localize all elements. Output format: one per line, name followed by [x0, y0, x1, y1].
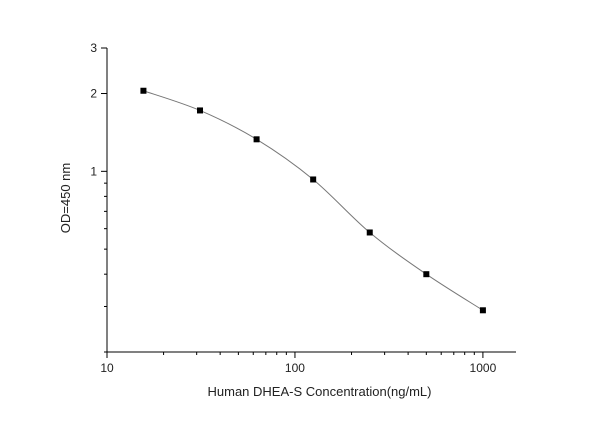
axes: 10 100 1000 1 2 3: [90, 41, 516, 375]
data-point-marker: [197, 107, 204, 114]
x-tick-label: 100: [285, 361, 305, 375]
series-line: [143, 90, 484, 311]
series-layer: [140, 87, 486, 314]
labels: Human DHEA-S Concentration(ng/mL) OD=450…: [58, 163, 431, 399]
x-tick-label: 10: [100, 361, 114, 375]
x-tick-label: 1000: [470, 361, 497, 375]
data-point-marker: [140, 87, 147, 94]
y-axis-label: OD=450 nm: [58, 163, 73, 233]
x-axis-label: Human DHEA-S Concentration(ng/mL): [208, 384, 432, 399]
y-tick-label: 2: [90, 87, 97, 101]
y-tick-label: 3: [90, 41, 97, 55]
y-tick-label: 1: [90, 164, 97, 178]
data-point-marker: [479, 307, 486, 314]
data-point-marker: [366, 229, 373, 236]
data-point-marker: [310, 176, 317, 183]
data-point-marker: [423, 271, 430, 278]
data-point-marker: [253, 136, 260, 143]
